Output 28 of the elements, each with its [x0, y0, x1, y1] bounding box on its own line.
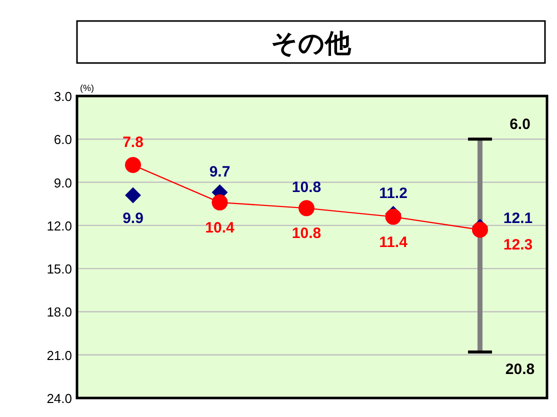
point: [472, 222, 488, 238]
y-tick-label: 6.0: [54, 132, 72, 148]
data-label: 7.8: [122, 134, 144, 152]
point: [212, 194, 228, 210]
data-label: 9.9: [122, 210, 144, 228]
annotation: 6.0: [510, 116, 530, 134]
y-tick-label: 21.0: [46, 348, 72, 363]
annotation: 20.8: [505, 360, 535, 378]
data-label: 12.3: [503, 236, 533, 254]
text: 10.8: [292, 179, 322, 196]
data-label: 9.7: [209, 163, 230, 180]
data-label: 12.1: [503, 210, 533, 227]
data-label: 10.8: [292, 225, 322, 242]
y-tick-label: 12.0: [46, 218, 72, 234]
data-label: 10.4: [205, 219, 235, 236]
point: [298, 200, 314, 216]
y-tick-label: 3.0: [54, 89, 72, 104]
point: [125, 187, 141, 204]
y-axis-title: (%): [80, 83, 94, 93]
y-tick-label: 18.0: [46, 304, 72, 320]
chart-title: その他: [271, 28, 352, 58]
y-tick-label: 9.0: [54, 175, 72, 190]
data-label: 11.2: [379, 184, 408, 202]
data-label: 11.4: [379, 234, 408, 251]
y-tick-label: 24.0: [46, 391, 72, 406]
point: [385, 208, 402, 225]
y-tick-label: 15.0: [46, 262, 72, 277]
point: [125, 157, 141, 174]
